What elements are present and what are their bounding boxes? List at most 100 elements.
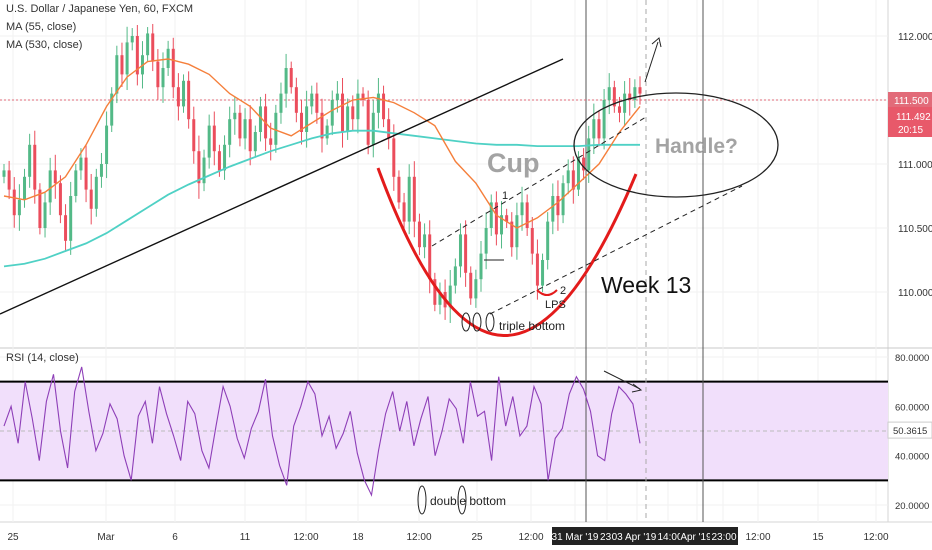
- candle-body: [330, 100, 334, 126]
- candle-body: [541, 260, 545, 286]
- candle-body: [228, 119, 232, 145]
- lps-arc: [536, 289, 558, 296]
- candle-body: [253, 132, 257, 152]
- time-highlight-box: [552, 527, 598, 545]
- time-tick-label: 6: [172, 532, 178, 543]
- ma530-legend[interactable]: MA (530, close): [6, 39, 83, 51]
- moving-averages: [3, 58, 641, 268]
- candle-body: [12, 189, 16, 216]
- candle-body: [597, 119, 601, 139]
- candle-body: [33, 144, 37, 190]
- candle-body: [53, 170, 57, 184]
- candle-body: [187, 80, 191, 120]
- cup-curve: [376, 167, 638, 337]
- candle-body: [223, 144, 227, 171]
- channel-lower-line: [489, 185, 743, 315]
- bottom-marker: [472, 312, 482, 332]
- candlestick-series: [2, 23, 642, 323]
- candle-body: [28, 144, 32, 177]
- candle-body: [99, 164, 103, 177]
- triple-bottom-label: triple bottom: [499, 319, 565, 333]
- candle-body: [638, 87, 642, 94]
- candle-body: [423, 234, 427, 248]
- current-price-tag: [888, 107, 932, 137]
- last-price-tag-text: 111.500: [894, 96, 929, 107]
- candle-body: [151, 33, 155, 62]
- price-tick-label: 112.000: [898, 32, 932, 43]
- candle-body: [546, 221, 550, 260]
- candle-body: [43, 202, 47, 228]
- candle-body: [351, 106, 355, 120]
- price-tick-label: 111.000: [898, 160, 932, 171]
- rsi-tick-label: 40.0000: [895, 452, 929, 463]
- candle-body: [2, 170, 6, 177]
- price-tick-label: 110.500: [898, 224, 932, 235]
- candle-body: [74, 170, 78, 196]
- candle-body: [402, 202, 406, 222]
- candle-body: [556, 196, 560, 216]
- week-label: Week 13: [601, 272, 691, 298]
- rsi-tick-label: 60.0000: [895, 402, 929, 413]
- candle-body: [500, 215, 504, 235]
- candle-body: [130, 36, 134, 43]
- time-tick-label: Mar: [97, 532, 115, 543]
- candle-body: [335, 93, 339, 100]
- candle-body: [289, 68, 293, 88]
- time-tick-label: 12:00: [293, 532, 318, 543]
- candle-body: [192, 119, 196, 152]
- candle-body: [428, 234, 432, 280]
- candle-body: [310, 93, 314, 107]
- rsi-tick-label: 20.0000: [895, 501, 929, 512]
- candle-body: [212, 125, 216, 152]
- candle-body: [105, 125, 109, 164]
- price-tick-label: 110.000: [898, 288, 932, 299]
- breakout-arrow: [644, 41, 659, 83]
- wave-one-label: 1: [502, 190, 508, 202]
- candle-body: [582, 157, 586, 171]
- candle-body: [125, 42, 129, 75]
- candle-body: [551, 196, 555, 222]
- time-highlight-box: [656, 527, 684, 545]
- candle-body: [346, 106, 350, 132]
- candle-body: [197, 151, 201, 184]
- candle-body: [510, 221, 514, 248]
- time-highlight-box: [710, 527, 738, 545]
- symbol-legend[interactable]: U.S. Dollar / Japanese Yen, 60, FXCM: [6, 3, 194, 15]
- handle-ellipse: [573, 92, 779, 198]
- candle-body: [79, 157, 83, 171]
- double-bottom-marker: [457, 485, 467, 515]
- countdown-tag-text: 20:15: [898, 125, 923, 136]
- candle-body: [505, 215, 509, 222]
- candle-body: [299, 112, 303, 132]
- candle-body: [494, 202, 498, 235]
- candle-body: [623, 93, 627, 113]
- candle-body: [48, 170, 52, 203]
- candle-body: [341, 93, 345, 132]
- candle-body: [217, 151, 221, 171]
- candle-body: [243, 119, 247, 139]
- candle-body: [110, 93, 114, 126]
- candle-body: [489, 202, 493, 228]
- cup-label: Cup: [487, 148, 539, 178]
- rsi-value-tag-text: 50.3615: [893, 426, 927, 437]
- channel-upper-line: [431, 116, 647, 247]
- candle-body: [161, 68, 165, 88]
- time-tick-label: 12:00: [745, 532, 770, 543]
- candle-body: [294, 87, 298, 113]
- candle-body: [356, 93, 360, 120]
- candle-body: [64, 215, 68, 241]
- candle-body: [284, 68, 288, 94]
- candle-body: [171, 48, 175, 88]
- candle-body: [248, 119, 252, 152]
- annotation-labels: Cup Handle? Week 13 triple bottom LPS 1 2 doubl…: [430, 135, 738, 508]
- candle-body: [258, 106, 262, 132]
- ma55-legend[interactable]: MA (55, close): [6, 21, 77, 33]
- time-highlight-box: [598, 527, 616, 545]
- rsi-legend[interactable]: RSI (14, close): [6, 352, 79, 364]
- candle-body: [515, 215, 519, 248]
- candle-body: [566, 170, 570, 184]
- candle-body: [156, 61, 160, 88]
- candle-body: [376, 93, 380, 113]
- candle-body: [407, 176, 411, 222]
